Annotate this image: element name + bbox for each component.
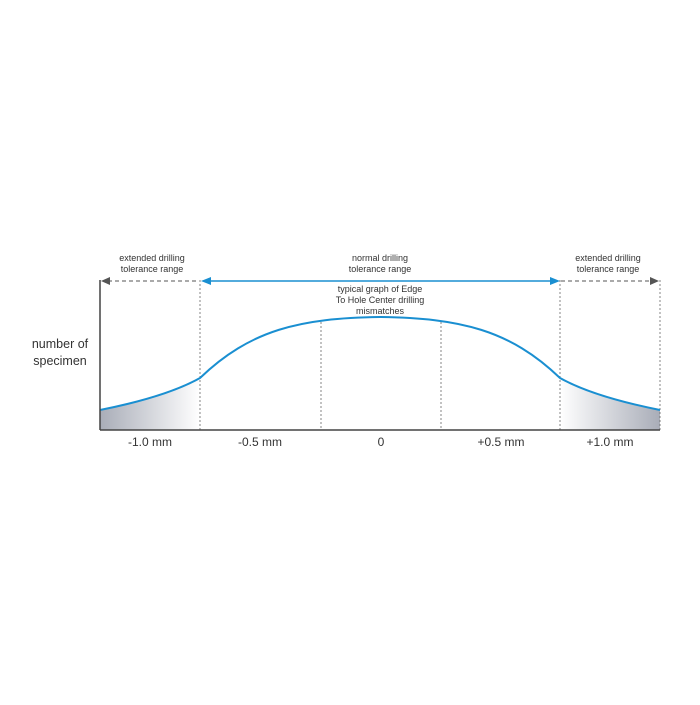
x-tick-label: -0.5 mm bbox=[238, 435, 282, 449]
x-tick-label: +0.5 mm bbox=[477, 435, 524, 449]
y-axis-label-2: specimen bbox=[33, 354, 87, 368]
center-range-label-1: normal drilling bbox=[352, 253, 408, 263]
curve-caption-2: To Hole Center drilling bbox=[336, 295, 425, 305]
left-extended-arrow bbox=[101, 277, 199, 285]
right-range-label-2: tolerance range bbox=[577, 264, 640, 274]
y-axis-label-1: number of bbox=[32, 337, 89, 351]
center-range-label-2: tolerance range bbox=[349, 264, 412, 274]
left-range-label-1: extended drilling bbox=[119, 253, 185, 263]
right-tail-shade bbox=[560, 378, 660, 430]
left-range-label-2: tolerance range bbox=[121, 264, 184, 274]
distribution-curve bbox=[99, 315, 661, 411]
x-tick-label: +1.0 mm bbox=[586, 435, 633, 449]
normal-range-arrow bbox=[201, 277, 560, 285]
curve-caption-3: mismatches bbox=[356, 306, 405, 316]
x-tick-label: 0 bbox=[378, 435, 385, 449]
curve-caption-1: typical graph of Edge bbox=[338, 284, 423, 294]
left-tail-shade bbox=[100, 378, 200, 430]
right-extended-arrow bbox=[561, 277, 659, 285]
right-range-label-1: extended drilling bbox=[575, 253, 641, 263]
x-tick-label: -1.0 mm bbox=[128, 435, 172, 449]
